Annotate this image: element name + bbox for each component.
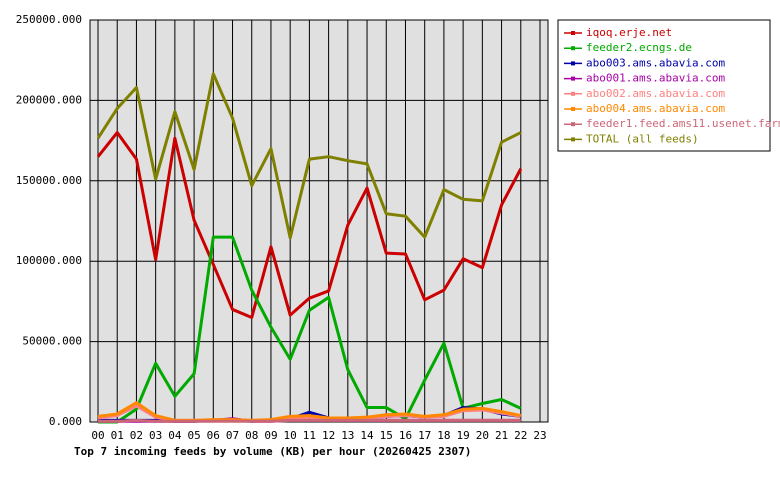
x-tick-label: 10 bbox=[284, 429, 297, 442]
legend-marker bbox=[571, 31, 575, 35]
series-line bbox=[97, 401, 522, 422]
x-tick-label: 22 bbox=[514, 429, 527, 442]
x-tick-label: 14 bbox=[360, 429, 374, 442]
x-tick-label: 20 bbox=[476, 429, 489, 442]
legend-marker bbox=[571, 137, 575, 142]
x-tick-label: 21 bbox=[495, 429, 508, 442]
y-tick-label: 150000.000 bbox=[16, 174, 82, 187]
legend-label: feeder2.ecngs.de bbox=[586, 41, 692, 54]
legend-label: iqoq.erje.net bbox=[586, 26, 672, 39]
x-tick-label: 09 bbox=[264, 429, 277, 442]
x-tick-label: 15 bbox=[380, 429, 393, 442]
series-line bbox=[98, 418, 521, 423]
x-tick-label: 05 bbox=[187, 429, 200, 442]
series-line bbox=[98, 235, 522, 424]
x-tick-label: 17 bbox=[418, 429, 431, 442]
x-tick-label: 00 bbox=[91, 429, 104, 442]
x-tick-label: 23 bbox=[533, 429, 546, 442]
x-tick-label: 13 bbox=[341, 429, 354, 442]
chart-title: Top 7 incoming feeds by volume (KB) per … bbox=[74, 445, 471, 458]
x-tick-label: 16 bbox=[399, 429, 412, 442]
legend-marker bbox=[571, 61, 575, 66]
series-line bbox=[96, 131, 523, 319]
legend-label: abo002.ams.abavia.com bbox=[586, 87, 725, 100]
x-tick-label: 07 bbox=[226, 429, 239, 442]
x-tick-label: 02 bbox=[130, 429, 143, 442]
legend-marker bbox=[571, 107, 575, 111]
x-tick-label: 01 bbox=[111, 429, 124, 442]
y-tick-label: 250000.000 bbox=[16, 13, 82, 26]
legend-label: feeder1.feed.ams11.usenet.farm bbox=[586, 117, 780, 130]
plot-frame bbox=[89, 19, 549, 423]
legend-marker bbox=[571, 46, 575, 51]
x-tick-label: 03 bbox=[149, 429, 162, 442]
y-tick-label: 100000.000 bbox=[16, 254, 82, 267]
legend-label: abo003.ams.abavia.com bbox=[586, 56, 725, 69]
x-tick-label: 06 bbox=[207, 429, 220, 442]
x-tick-label: 12 bbox=[322, 429, 335, 442]
y-tick-label: 50000.000 bbox=[22, 335, 82, 348]
x-tick-label: 11 bbox=[303, 429, 316, 442]
y-tick-label: 200000.000 bbox=[16, 93, 82, 106]
plot-area bbox=[90, 20, 548, 422]
y-tick-label: 0.000 bbox=[49, 415, 82, 428]
series-line bbox=[96, 72, 522, 240]
legend-marker bbox=[571, 76, 575, 81]
legend-label: abo001.ams.abavia.com bbox=[586, 72, 725, 85]
x-tick-label: 18 bbox=[437, 429, 450, 442]
legend-box bbox=[557, 19, 771, 152]
legend-label: abo004.ams.abavia.com bbox=[586, 102, 725, 115]
legend-marker bbox=[571, 122, 575, 127]
x-tick-label: 08 bbox=[245, 429, 258, 442]
x-tick-label: 04 bbox=[168, 429, 182, 442]
legend-marker bbox=[571, 91, 575, 96]
legend-label: TOTAL (all feeds) bbox=[586, 132, 699, 145]
x-tick-label: 19 bbox=[457, 429, 470, 442]
